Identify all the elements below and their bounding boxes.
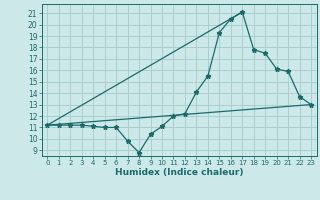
X-axis label: Humidex (Indice chaleur): Humidex (Indice chaleur) bbox=[115, 168, 244, 177]
